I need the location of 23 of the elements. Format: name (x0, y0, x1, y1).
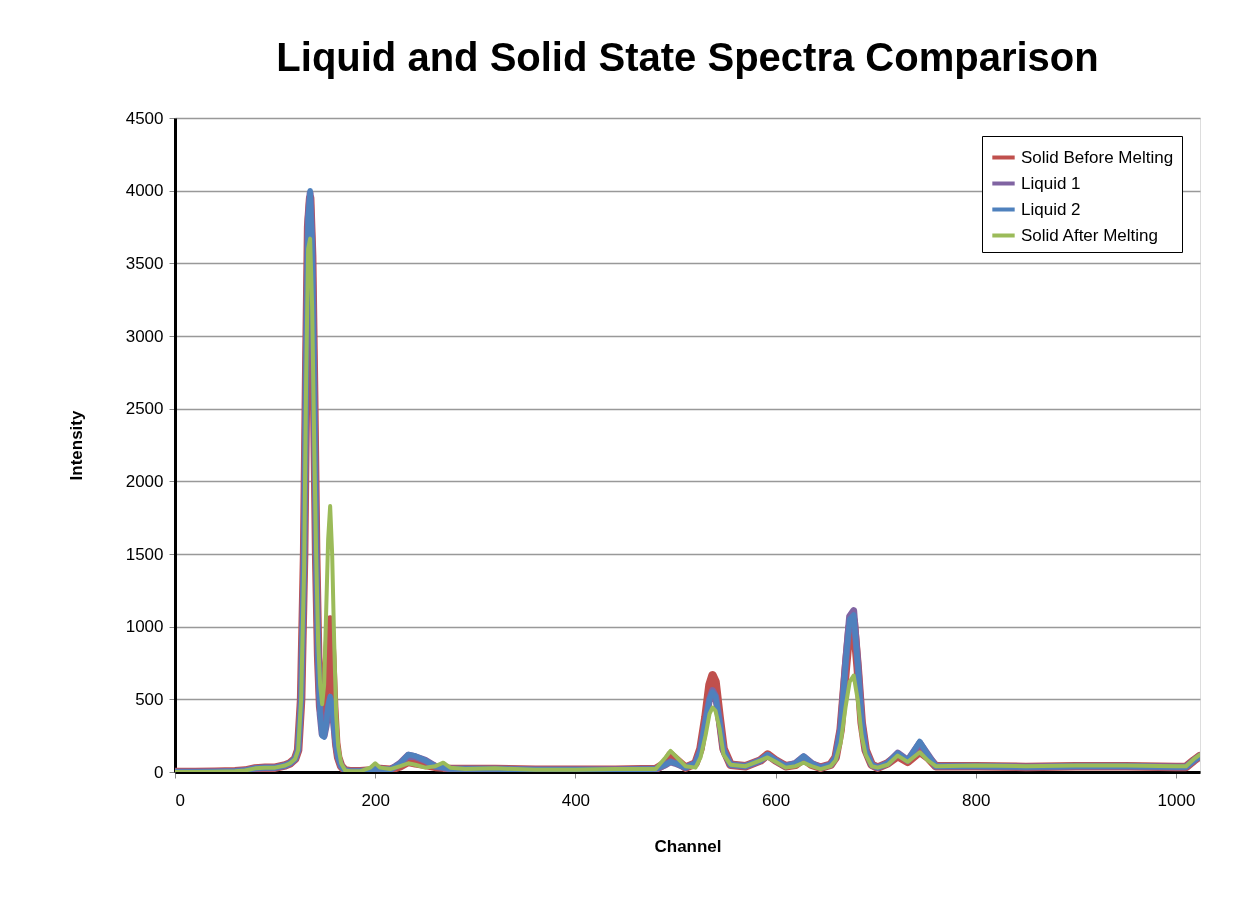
legend-label: Liquid 2 (1021, 199, 1081, 219)
y-tick-label: 4500 (125, 108, 164, 128)
y-axis-title: Intensity (66, 410, 86, 481)
y-tick-label: 2500 (125, 399, 164, 419)
y-tick-label: 3000 (125, 326, 164, 346)
chart-title: Liquid and Solid State Spectra Comparison (276, 35, 1099, 79)
y-tick-label: 500 (135, 689, 164, 709)
y-tick-label: 0 (154, 762, 164, 782)
y-tick-label: 3500 (125, 253, 164, 273)
x-tick-label: 0 (175, 790, 185, 810)
legend-label: Solid Before Melting (1021, 147, 1174, 167)
y-tick-label: 2000 (125, 471, 164, 491)
x-tick-label: 200 (361, 790, 390, 810)
x-tick-label: 800 (962, 790, 991, 810)
x-axis-title: Channel (654, 836, 722, 856)
x-tick-label: 600 (761, 790, 791, 810)
x-tick-label: 1000 (1157, 790, 1196, 810)
y-tick-label: 1000 (125, 617, 164, 637)
x-tick-label: 400 (561, 790, 591, 810)
y-tick-label: 4000 (125, 181, 164, 201)
legend-label: Liquid 1 (1021, 173, 1081, 193)
y-tick-label: 1500 (125, 544, 164, 564)
legend-label: Solid After Melting (1021, 225, 1159, 245)
